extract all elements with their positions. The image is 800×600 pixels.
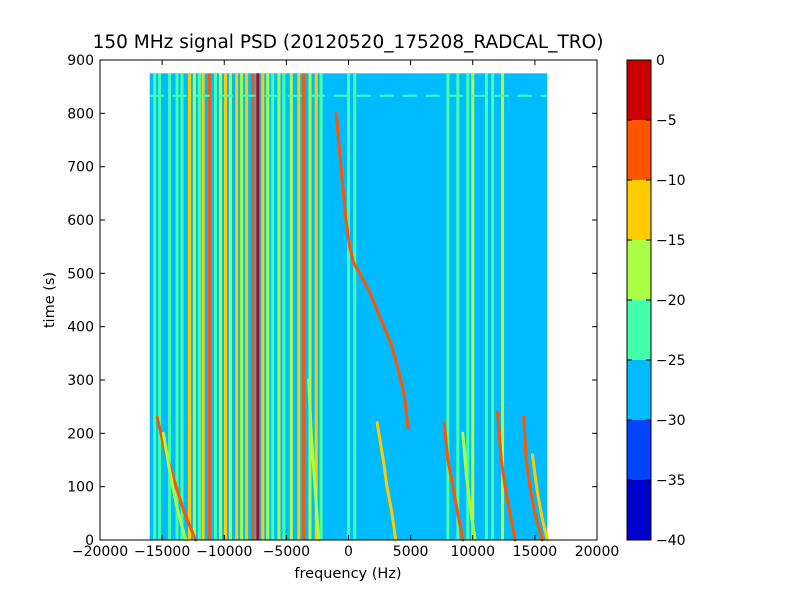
drift-track-8 <box>522 415 544 542</box>
constant-line-21 <box>271 73 275 540</box>
constant-line-22 <box>277 73 281 540</box>
x-tick-label-3: −5000 <box>263 544 310 560</box>
constant-line-28 <box>314 73 318 540</box>
drift-track-1 <box>161 431 188 542</box>
constant-line-26 <box>302 73 306 540</box>
constant-line-18 <box>256 73 260 540</box>
constant-line-27 <box>308 73 312 540</box>
constant-line-34 <box>466 73 470 540</box>
y-tick-label-6: 600 <box>67 213 94 229</box>
constant-line-9 <box>207 73 211 540</box>
constant-line-13 <box>228 73 232 540</box>
constant-line-3 <box>175 73 179 540</box>
x-tick-label-5: 5000 <box>393 544 429 560</box>
constant-line-8 <box>201 73 205 540</box>
constant-line-25 <box>297 73 301 540</box>
y-tick-label-7: 700 <box>67 160 94 176</box>
y-tick-label-3: 300 <box>67 373 94 389</box>
constant-line-1 <box>158 73 162 540</box>
heatmap-area <box>149 73 549 542</box>
y-tick-label-2: 200 <box>67 426 94 442</box>
constant-line-4 <box>180 73 184 540</box>
constant-line-20 <box>266 73 270 540</box>
constant-line-0 <box>153 73 157 540</box>
constant-line-6 <box>192 73 196 540</box>
constant-line-23 <box>282 73 286 540</box>
constant-line-14 <box>235 73 239 540</box>
constant-line-2 <box>168 73 172 540</box>
y-tick-label-5: 500 <box>67 266 94 282</box>
constant-line-11 <box>219 73 223 540</box>
constant-line-37 <box>491 73 495 540</box>
constant-line-16 <box>245 73 249 540</box>
x-axis: −20000 −15000 −10000 −5000 0 5000 10000 15000 20… <box>72 60 619 560</box>
drift-track-0 <box>155 415 198 542</box>
drift-track-2 <box>307 378 321 542</box>
x-tick-label-4: 0 <box>344 544 353 560</box>
colorbar-tick-label-6: −30 <box>656 413 686 429</box>
constant-line-36 <box>484 73 488 540</box>
colorbar-segment-3 <box>627 300 651 360</box>
colorbar-tick-label-4: −20 <box>656 293 686 309</box>
constant-line-32 <box>446 73 450 540</box>
constant-line-17 <box>251 73 255 540</box>
y-tick-label-8: 800 <box>67 106 94 122</box>
drift-track-6 <box>461 431 477 542</box>
constant-line-29 <box>319 73 323 540</box>
drift-track-4 <box>375 421 398 542</box>
y-axis: 0 100 200 300 400 500 600 700 800 900 <box>67 53 597 549</box>
colorbar-tick-label-7: −35 <box>656 473 686 489</box>
chart-title: 150 MHz signal PSD (20120520_175208_RADC… <box>93 32 604 53</box>
colorbar-tick-label-1: −5 <box>656 113 677 129</box>
x-axis-label: frequency (Hz) <box>294 566 401 582</box>
constant-line-19 <box>261 73 265 540</box>
x-tick-label-1: −15000 <box>134 544 190 560</box>
colorbar-segment-7 <box>627 60 651 120</box>
y-tick-label-4: 400 <box>67 320 94 336</box>
colorbar-segment-1 <box>627 420 651 480</box>
y-tick-label-1: 100 <box>67 480 94 496</box>
colorbar-segment-6 <box>627 120 651 180</box>
constant-line-35 <box>471 73 475 540</box>
constant-line-5 <box>187 73 191 540</box>
colorbar-tick-label-0: 0 <box>656 53 665 69</box>
constant-line-31 <box>353 73 357 540</box>
constant-line-30 <box>347 73 350 540</box>
constant-line-33 <box>456 73 460 540</box>
colorbar-segment-0 <box>627 480 651 540</box>
colorbar-tick-label-8: −40 <box>656 533 686 549</box>
constant-line-15 <box>240 73 244 540</box>
constant-line-24 <box>289 73 293 540</box>
colorbar-tick-label-2: −10 <box>656 173 686 189</box>
y-tick-label-0: 0 <box>85 533 94 549</box>
colorbar-tick-label-5: −25 <box>656 353 686 369</box>
x-tick-label-2: −10000 <box>196 544 252 560</box>
constant-line-10 <box>214 73 218 540</box>
colorbar-tick-label-3: −15 <box>656 233 686 249</box>
colorbar-segment-2 <box>627 360 651 420</box>
colorbar-segment-4 <box>627 240 651 300</box>
drift-track-3 <box>334 111 410 430</box>
drift-track-5 <box>442 421 465 542</box>
drift-track-7 <box>496 410 517 542</box>
constant-line-38 <box>501 73 505 540</box>
colorbar: 0 −5 −10 −15 −20 −25 −30 −35 −40 <box>626 53 686 549</box>
x-tick-label-8: 20000 <box>575 544 620 560</box>
constant-line-12 <box>223 73 227 540</box>
drift-track-9 <box>530 453 549 542</box>
colorbar-segment-5 <box>627 180 651 240</box>
y-axis-label: time (s) <box>42 272 58 328</box>
constant-line-7 <box>197 73 201 540</box>
x-tick-label-6: 10000 <box>450 544 495 560</box>
y-tick-label-9: 900 <box>67 53 94 69</box>
x-tick-label-7: 15000 <box>513 544 558 560</box>
x-tick-label-0: −20000 <box>72 544 128 560</box>
